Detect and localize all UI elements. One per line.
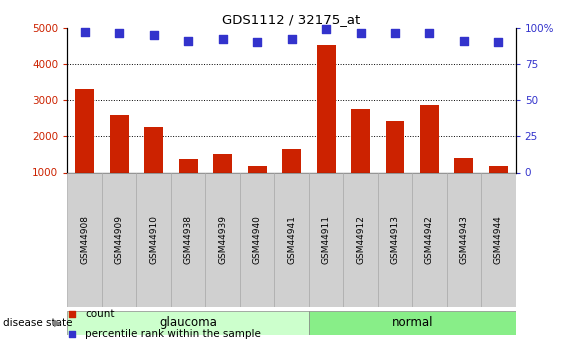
Text: GSM44912: GSM44912: [356, 215, 365, 264]
Text: GSM44910: GSM44910: [149, 215, 158, 264]
Bar: [67, 172, 102, 307]
Bar: [213, 154, 232, 172]
Point: [218, 37, 227, 42]
Point: [80, 29, 89, 35]
Bar: [412, 172, 447, 307]
Point: [149, 32, 158, 38]
Point: [253, 39, 262, 45]
Bar: [309, 172, 343, 307]
Text: GSM44944: GSM44944: [494, 215, 503, 264]
Text: ▶: ▶: [54, 318, 62, 327]
Bar: [171, 172, 205, 307]
Bar: [386, 121, 404, 172]
Bar: [489, 166, 508, 172]
Point: [390, 31, 400, 36]
Bar: [282, 149, 301, 172]
Bar: [75, 89, 94, 172]
Bar: [144, 127, 163, 172]
Point: [114, 31, 124, 36]
Point: [321, 26, 331, 32]
Text: disease state: disease state: [3, 318, 73, 327]
Bar: [351, 109, 370, 172]
Text: GSM44909: GSM44909: [115, 215, 124, 264]
Text: GSM44913: GSM44913: [390, 215, 400, 264]
Bar: [205, 172, 240, 307]
Text: GSM44939: GSM44939: [218, 215, 227, 264]
Bar: [447, 172, 481, 307]
Bar: [137, 172, 171, 307]
Point: [459, 38, 469, 43]
Text: GSM44938: GSM44938: [183, 215, 193, 264]
Bar: [240, 172, 274, 307]
Text: GSM44942: GSM44942: [425, 215, 434, 264]
Bar: [343, 172, 378, 307]
Bar: [316, 45, 336, 172]
Point: [287, 37, 296, 42]
Bar: [179, 159, 197, 172]
Bar: [378, 172, 412, 307]
Text: GSM44940: GSM44940: [253, 215, 261, 264]
Bar: [247, 166, 267, 172]
Point: [356, 31, 365, 36]
Text: GSM44943: GSM44943: [459, 215, 468, 264]
Bar: [102, 172, 137, 307]
Bar: [67, 310, 309, 335]
Point: [183, 38, 193, 43]
Bar: [455, 158, 473, 172]
Bar: [481, 172, 516, 307]
Bar: [420, 105, 439, 172]
Point: [328, 34, 337, 40]
Point: [328, 218, 337, 224]
Bar: [274, 172, 309, 307]
Bar: [309, 310, 516, 335]
Text: count: count: [86, 309, 115, 318]
Text: percentile rank within the sample: percentile rank within the sample: [86, 329, 261, 339]
Text: normal: normal: [391, 316, 433, 329]
Text: GSM44911: GSM44911: [322, 215, 331, 264]
Text: GSM44941: GSM44941: [287, 215, 296, 264]
Point: [494, 39, 503, 45]
Text: GSM44908: GSM44908: [80, 215, 89, 264]
Point: [425, 31, 434, 36]
Title: GDS1112 / 32175_at: GDS1112 / 32175_at: [223, 13, 360, 27]
Text: glaucoma: glaucoma: [159, 316, 217, 329]
Bar: [110, 115, 128, 172]
